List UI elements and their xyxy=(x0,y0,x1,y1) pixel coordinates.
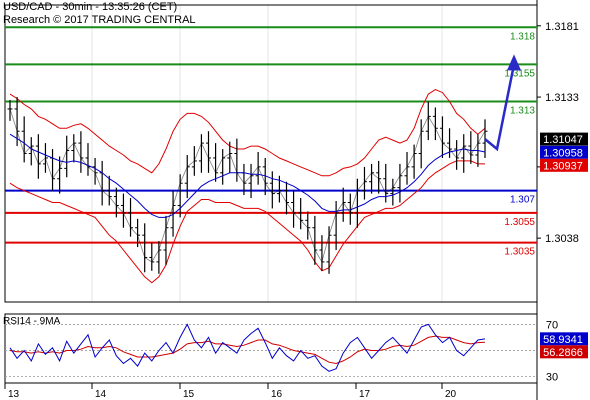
price-bar xyxy=(57,156,63,194)
price-bar xyxy=(177,174,183,218)
price-bar xyxy=(156,241,162,274)
price-bar xyxy=(312,215,318,265)
moving-average-line xyxy=(9,133,486,218)
rsi-ma-line xyxy=(9,335,486,365)
price-bar xyxy=(198,134,204,173)
bollinger-upper-line xyxy=(9,89,486,177)
price-label-1: 1.30958 xyxy=(543,147,583,159)
level-lines: 1.318 1.3155 1.313 1.307 1.3055 1.3035 xyxy=(5,26,537,258)
price-bars xyxy=(7,97,488,274)
price-bar xyxy=(390,178,396,206)
price-bar xyxy=(50,149,56,191)
chart-title: USD/CAD - 30min - 13:35:26 (CET) xyxy=(3,1,178,13)
price-tick-label-1: 1.3133 xyxy=(545,92,579,104)
price-bar xyxy=(447,128,453,158)
x-tick-label-1: 14 xyxy=(95,389,107,400)
rsi-label-box-1 xyxy=(540,345,588,359)
price-tick-label-0: 1.3181 xyxy=(545,21,579,33)
price-bar xyxy=(319,235,325,271)
price-label-box-1 xyxy=(540,145,588,159)
chart-frames xyxy=(4,0,538,400)
x-tick-label-4: 17 xyxy=(359,389,371,400)
price-bar xyxy=(248,163,254,199)
rsi-label-1: 56.2866 xyxy=(543,347,583,359)
price-bar xyxy=(404,152,410,185)
bollinger-bands xyxy=(9,89,486,284)
price-bar xyxy=(7,100,13,121)
price-lines xyxy=(9,108,486,263)
price-bar xyxy=(255,152,261,185)
price-bar xyxy=(71,134,77,163)
rsi-line xyxy=(9,323,486,372)
forecast-arrow-head xyxy=(507,54,521,71)
x-tick-label-2: 15 xyxy=(183,389,195,400)
bollinger-lower-line xyxy=(9,160,485,284)
copyright: Research © 2017 TRADING CENTRAL xyxy=(3,14,196,26)
price-bar xyxy=(64,135,70,178)
price-label-2: 1.30937 xyxy=(543,160,583,172)
price-bar xyxy=(220,149,226,185)
price-bar xyxy=(135,218,141,248)
price-bar xyxy=(99,160,105,206)
price-bar xyxy=(206,131,212,173)
price-bar xyxy=(291,190,297,228)
price-bar xyxy=(120,193,126,228)
price-bar xyxy=(35,134,41,179)
level-label-0: 1.318 xyxy=(510,31,535,42)
price-bar xyxy=(326,226,332,274)
x-tick-label-3: 16 xyxy=(271,389,283,400)
level-label-2: 1.313 xyxy=(510,106,535,117)
price-bar xyxy=(397,163,403,203)
price-bar xyxy=(361,166,367,200)
level-label-1: 1.3155 xyxy=(504,68,535,79)
price-bar xyxy=(432,107,438,141)
x-tick-label-0: 13 xyxy=(8,389,20,400)
price-bar xyxy=(213,143,219,182)
forecast-arrow-line xyxy=(484,64,516,152)
x-tick-label-5: 20 xyxy=(445,389,457,400)
price-bar xyxy=(461,134,467,173)
level-label-5: 1.3035 xyxy=(504,247,535,258)
time-axis: 13 14 15 16 17 20 xyxy=(4,5,457,400)
rsi-tick-label-2: 30 xyxy=(546,371,558,383)
price-bar xyxy=(482,119,488,158)
price-label-0: 1.31047 xyxy=(543,134,583,146)
price-bar xyxy=(354,178,360,228)
price-bar xyxy=(411,144,417,179)
price-bar xyxy=(78,131,84,173)
price-tick-label-3: 1.3038 xyxy=(545,233,579,245)
price-label-box-2 xyxy=(540,158,588,172)
rsi-tick-label-0: 70 xyxy=(546,319,558,331)
price-bar xyxy=(128,198,134,237)
level-label-3: 1.307 xyxy=(510,195,535,206)
price-label-box-0 xyxy=(540,132,588,146)
price-bar xyxy=(142,223,148,273)
forecast-arrow xyxy=(484,54,521,152)
price-bar xyxy=(85,143,91,176)
price-bar xyxy=(21,116,27,163)
level-label-4: 1.3055 xyxy=(504,217,535,228)
price-bar xyxy=(468,131,474,164)
price-bar xyxy=(439,116,445,158)
rsi-label-0: 58.9341 xyxy=(543,334,583,346)
rsi-title: RSI14 - 9MA xyxy=(3,316,61,327)
price-bar xyxy=(369,163,375,194)
price-bar xyxy=(149,242,155,271)
price-bar xyxy=(283,181,289,215)
close-line xyxy=(9,108,486,263)
rsi-label-box-0 xyxy=(540,332,588,346)
price-axis: 1.31811.31331.30861.30381.310471.309581.… xyxy=(537,21,588,245)
